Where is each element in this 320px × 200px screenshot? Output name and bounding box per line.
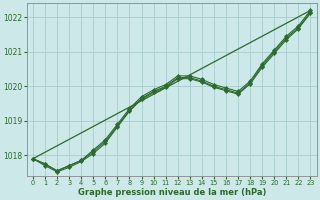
X-axis label: Graphe pression niveau de la mer (hPa): Graphe pression niveau de la mer (hPa) [77,188,266,197]
